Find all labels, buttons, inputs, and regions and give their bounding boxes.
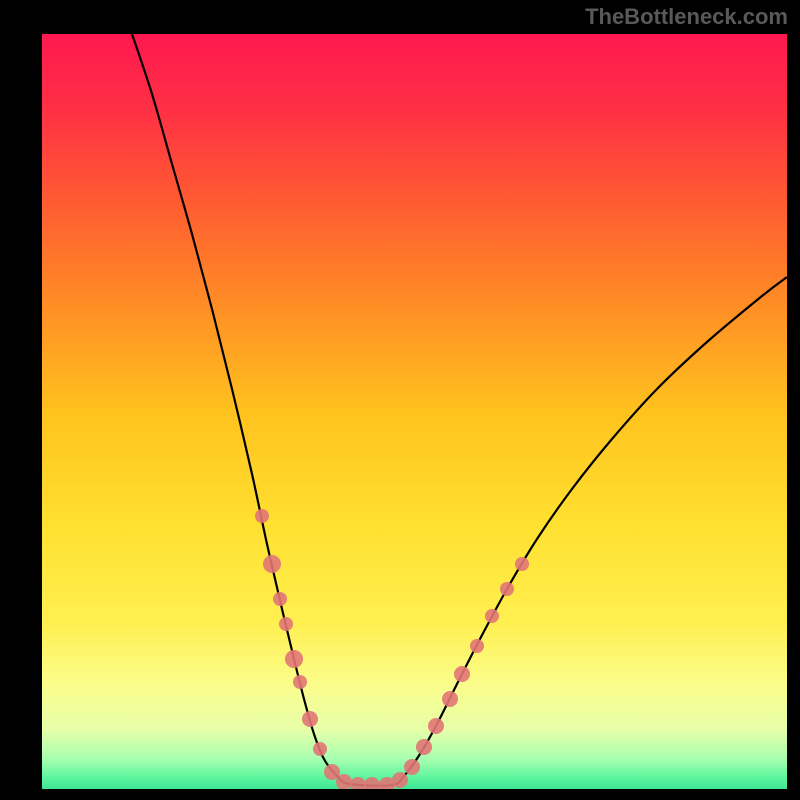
watermark-text: TheBottleneck.com: [585, 4, 788, 30]
gradient-background: [42, 34, 787, 789]
plot-area: [42, 34, 787, 789]
